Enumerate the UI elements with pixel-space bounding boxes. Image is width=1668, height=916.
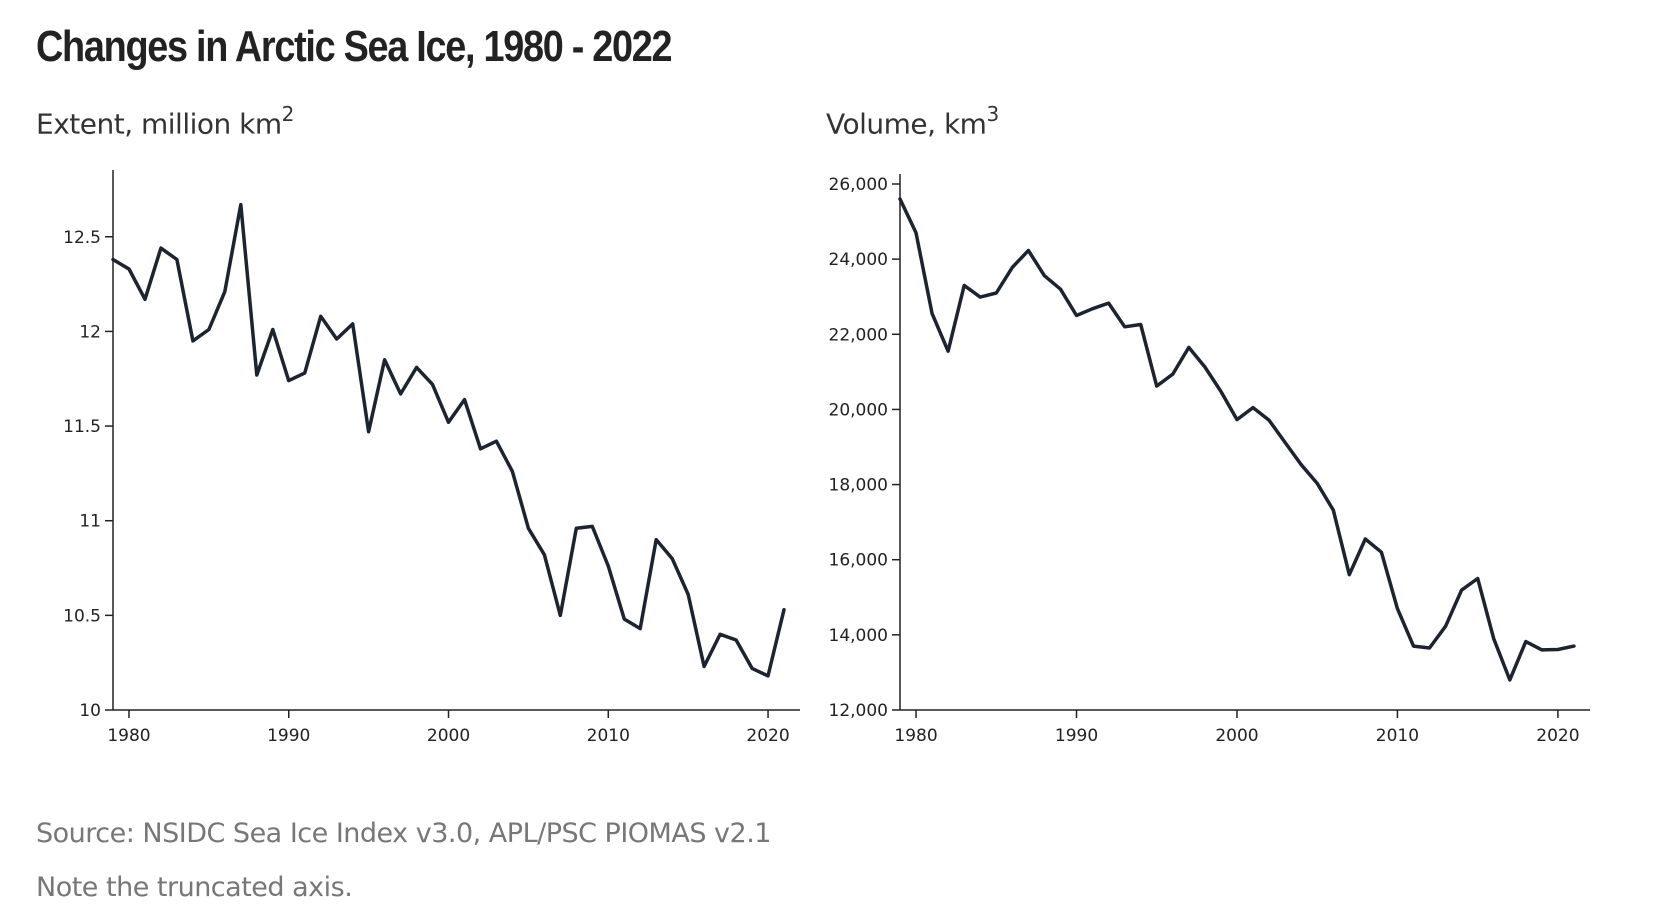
volume-chart-subtitle-superscript: 3 [986,102,999,126]
extent-series-line [111,202,786,678]
volume-chart-subtitle-text: Volume, km [826,107,987,141]
extent-chart-subtitle-superscript: 2 [281,102,295,126]
extent-y-tick-label: 12.5 [63,228,101,248]
volume-series-line [898,197,1576,682]
extent-chart-subtitle: Extent, million km2 [36,102,295,141]
volume-x-tick-label: 1990 [1055,726,1098,746]
volume-x-tick-label: 1980 [894,726,937,746]
chart-title: Changes in Arctic Sea Ice, 1980 - 2022 [36,22,673,71]
volume-y-tick-label: 24,000 [829,250,888,270]
extent-x-tick-label: 1990 [267,726,310,746]
volume-y-tick-label: 18,000 [829,476,888,496]
volume-y-tick-label: 12,000 [829,701,888,721]
extent-y-tick-label: 11 [79,512,101,532]
extent-x-tick-label: 2000 [427,726,470,746]
extent-y-tick-label: 11.5 [63,417,101,437]
source-footnote: Source: NSIDC Sea Ice Index v3.0, APL/PS… [36,818,771,849]
extent-x-tick-label: 1980 [107,726,150,746]
volume-x-tick-label: 2020 [1536,726,1579,746]
volume-x-tick-label: 2010 [1376,726,1419,746]
volume-y-tick-label: 22,000 [829,325,888,345]
extent-y-tick-label: 10.5 [63,606,101,626]
extent-y-tick-label: 10 [79,701,101,721]
extent-chart-subtitle-text: Extent, million km [36,107,282,141]
volume-y-tick-label: 14,000 [829,626,888,646]
note-footnote: Note the truncated axis. [36,872,353,903]
volume-y-tick-label: 20,000 [829,400,888,420]
volume-y-tick-label: 26,000 [829,175,888,195]
extent-line-chart: 10 10.5 11 11.5 12 12.5 1980 1990 2000 2010 2020 [63,170,800,746]
volume-line-chart: 12,000 14,000 16,000 18,000 20,000 22,000 24,0… [829,174,1590,746]
volume-x-tick-label: 2000 [1215,726,1258,746]
extent-x-tick-label: 2010 [587,726,630,746]
volume-y-tick-label: 16,000 [829,551,888,571]
volume-chart-subtitle: Volume, km3 [826,102,999,141]
extent-y-tick-label: 12 [79,322,101,342]
extent-x-tick-label: 2020 [746,726,789,746]
